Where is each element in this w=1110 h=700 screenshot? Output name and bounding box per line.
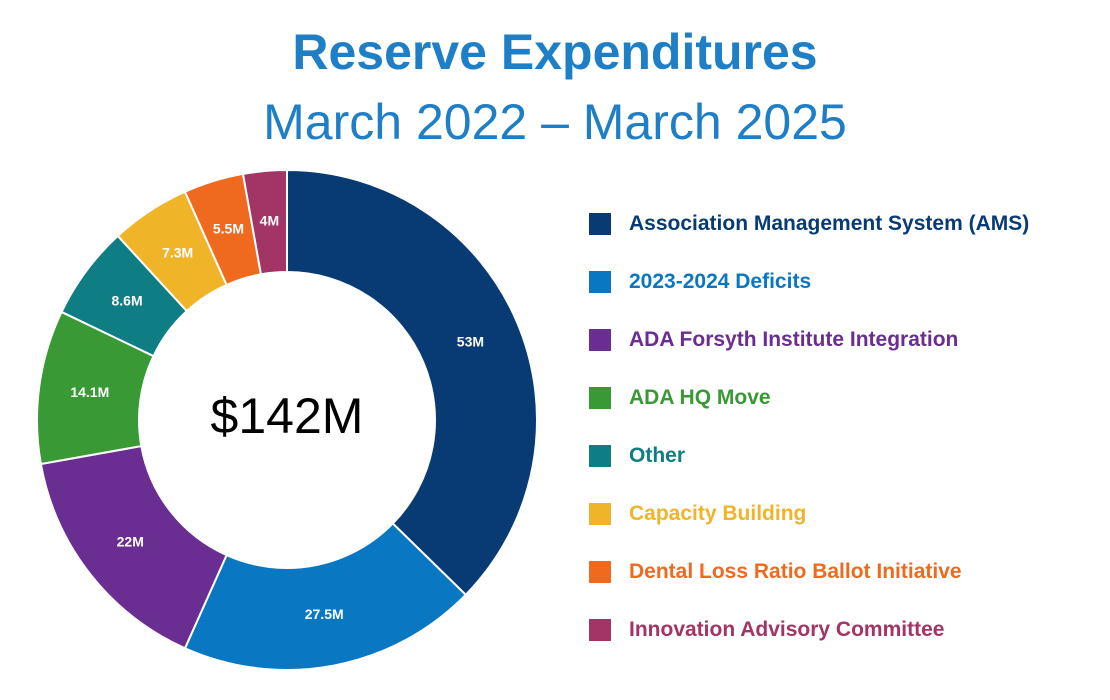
legend-label-2: ADA Forsyth Institute Integration [629, 328, 959, 351]
slice-1 [183, 522, 468, 671]
legend-label-0: Association Management System (AMS) [629, 212, 1030, 235]
legend-label-4: Other [629, 444, 686, 467]
chart-subtitle: March 2022 – March 2025 [263, 94, 847, 150]
legend-swatch-6 [589, 561, 611, 583]
legend-swatch-3 [589, 387, 611, 409]
slice-0 [286, 168, 538, 597]
legend-label-6: Dental Loss Ratio Ballot Initiative [629, 560, 962, 583]
slice-label-7: 4M [260, 212, 279, 228]
donut-chart: 53M 27.5M 22M 14.1M 8.6M 7.3M 5.5M 4M $142M [36, 168, 538, 671]
legend-swatch-5 [589, 503, 611, 525]
slice-label-0: 53M [457, 334, 484, 350]
slice-label-5: 7.3M [162, 244, 193, 260]
legend-swatch-0 [589, 213, 611, 235]
legend-label-3: ADA HQ Move [629, 386, 771, 409]
slice-label-6: 5.5M [213, 221, 244, 237]
legend-swatch-2 [589, 329, 611, 351]
slice-label-3: 14.1M [70, 384, 109, 400]
legend-swatch-1 [589, 271, 611, 293]
legend-swatch-7 [589, 619, 611, 641]
legend-label-7: Innovation Advisory Committee [629, 618, 945, 641]
legend-swatch-4 [589, 445, 611, 467]
slice-label-4: 8.6M [111, 292, 142, 308]
slice-7 [241, 168, 288, 276]
center-total-label: $142M [211, 388, 364, 444]
legend-label-5: Capacity Building [629, 502, 807, 525]
chart-title: Reserve Expenditures [292, 24, 818, 80]
legend-label-1: 2023-2024 Deficits [629, 270, 812, 293]
slice-label-2: 22M [117, 533, 144, 549]
slice-label-1: 27.5M [305, 606, 344, 622]
